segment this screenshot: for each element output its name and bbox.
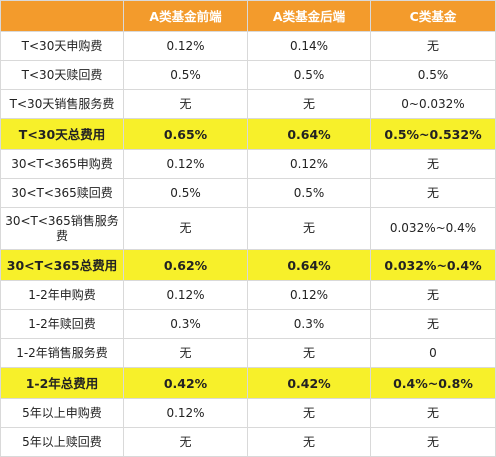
a-front-cell: 0.3% [123,309,248,339]
a-back-cell: 0.5% [247,60,371,90]
c-fund-cell: 0.5%~0.532% [370,118,496,150]
table-row: T<30天申购费 0.12% 0.14% 无 [0,31,496,61]
c-fund-cell: 无 [370,280,496,310]
a-front-cell: 0.12% [123,149,248,179]
row-label: T<30天总费用 [0,118,124,150]
row-label: T<30天申购费 [0,31,124,61]
table-row: 30<T<365申购费 0.12% 0.12% 无 [0,149,496,179]
row-label: 5年以上赎回费 [0,427,124,457]
c-fund-cell: 无 [370,149,496,179]
a-back-cell: 无 [247,338,371,368]
header-row: A类基金前端 A类基金后端 C类基金 [0,0,496,32]
a-back-cell: 0.64% [247,118,371,150]
header-a-back: A类基金后端 [247,0,371,32]
a-front-cell: 0.12% [123,280,248,310]
a-back-cell: 0.12% [247,149,371,179]
c-fund-cell: 0 [370,338,496,368]
a-back-cell: 无 [247,398,371,428]
a-front-cell: 0.12% [123,398,248,428]
header-c-fund: C类基金 [370,0,496,32]
a-back-cell: 0.64% [247,249,371,281]
a-back-cell: 0.3% [247,309,371,339]
row-label: 1-2年销售服务费 [0,338,124,368]
total-row: 1-2年总费用 0.42% 0.42% 0.4%~0.8% [0,367,496,399]
row-label: T<30天赎回费 [0,60,124,90]
table-row: 30<T<365赎回费 0.5% 0.5% 无 [0,178,496,208]
row-label: 1-2年赎回费 [0,309,124,339]
a-front-cell: 无 [123,338,248,368]
row-label: 30<T<365销售服务费 [0,207,124,250]
header-corner [0,0,124,32]
total-row: T<30天总费用 0.65% 0.64% 0.5%~0.532% [0,118,496,150]
row-label: 1-2年申购费 [0,280,124,310]
table-row: T<30天赎回费 0.5% 0.5% 0.5% [0,60,496,90]
a-back-cell: 0.14% [247,31,371,61]
a-back-cell: 无 [247,207,371,250]
a-back-cell: 0.5% [247,178,371,208]
a-front-cell: 无 [123,207,248,250]
c-fund-cell: 0.032%~0.4% [370,207,496,250]
table-row: 1-2年赎回费 0.3% 0.3% 无 [0,309,496,339]
row-label: 30<T<365总费用 [0,249,124,281]
c-fund-cell: 无 [370,309,496,339]
total-row: 30<T<365总费用 0.62% 0.64% 0.032%~0.4% [0,249,496,281]
a-front-cell: 0.5% [123,178,248,208]
row-label: 30<T<365赎回费 [0,178,124,208]
c-fund-cell: 0.5% [370,60,496,90]
table-row: 5年以上赎回费 无 无 无 [0,427,496,457]
row-label: 30<T<365申购费 [0,149,124,179]
c-fund-cell: 无 [370,398,496,428]
c-fund-cell: 0~0.032% [370,89,496,119]
a-front-cell: 0.62% [123,249,248,281]
a-back-cell: 0.42% [247,367,371,399]
c-fund-cell: 0.4%~0.8% [370,367,496,399]
a-front-cell: 0.42% [123,367,248,399]
c-fund-cell: 无 [370,31,496,61]
header-a-front: A类基金前端 [123,0,248,32]
a-back-cell: 无 [247,89,371,119]
a-back-cell: 0.12% [247,280,371,310]
a-front-cell: 无 [123,427,248,457]
a-back-cell: 无 [247,427,371,457]
table-row: 1-2年申购费 0.12% 0.12% 无 [0,280,496,310]
a-front-cell: 0.65% [123,118,248,150]
table-row: 5年以上申购费 0.12% 无 无 [0,398,496,428]
row-label: 1-2年总费用 [0,367,124,399]
a-front-cell: 0.12% [123,31,248,61]
row-label: T<30天销售服务费 [0,89,124,119]
table-row: 30<T<365销售服务费 无 无 0.032%~0.4% [0,207,496,250]
table-row: 1-2年销售服务费 无 无 0 [0,338,496,368]
table-row: T<30天销售服务费 无 无 0~0.032% [0,89,496,119]
a-front-cell: 0.5% [123,60,248,90]
a-front-cell: 无 [123,89,248,119]
c-fund-cell: 无 [370,427,496,457]
row-label: 5年以上申购费 [0,398,124,428]
c-fund-cell: 无 [370,178,496,208]
c-fund-cell: 0.032%~0.4% [370,249,496,281]
